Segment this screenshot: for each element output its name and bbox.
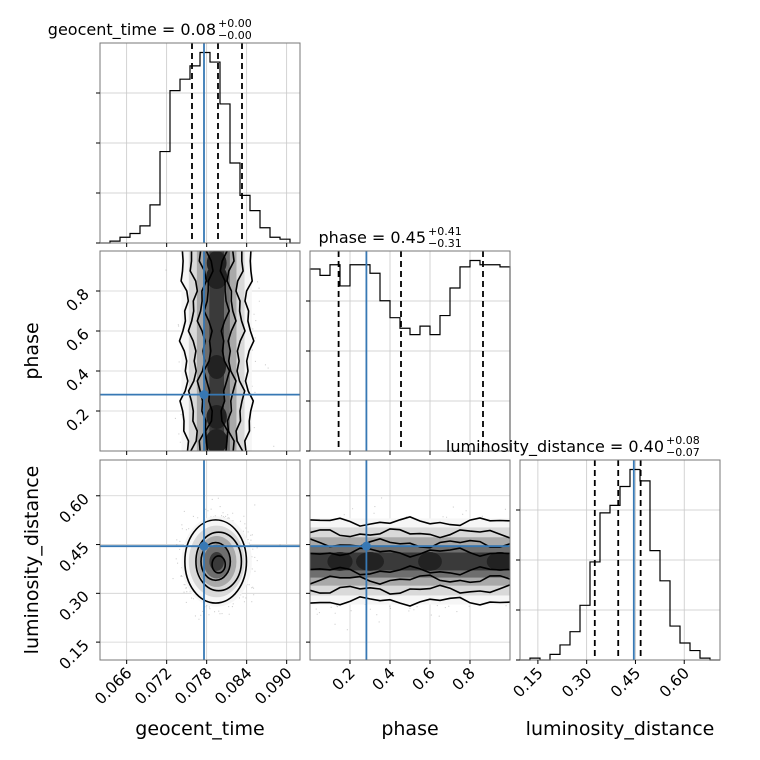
y-axis-label-luminosity_distance: luminosity_distance [21,466,43,655]
y-tick-label-phase: 0.8 [63,285,93,315]
density-panel-geocent_time-luminosity_distance [96,459,301,664]
density-panel-geocent_time-phase [96,250,301,455]
contour-line-3 [310,547,510,558]
x-tick-label-geocent_time: 0.078 [171,664,215,708]
title-upper-error: +0.00 [218,17,252,30]
density-content [100,251,300,451]
panel-frame [309,459,511,661]
hist-panel-phase: phase = 0.45 +0.41−0.31 [306,225,511,455]
y-tick-label-luminosity_distance: 0.30 [56,587,93,624]
histogram-phase [309,259,511,451]
title-text: phase = 0.45 [319,228,426,247]
contour-line-3 [310,565,510,576]
contour-line-0 [243,251,255,451]
panel-frame [99,459,301,661]
contour-line-2 [310,537,510,549]
histogram-luminosity_distance [520,468,720,661]
x-tick-label-phase: 0.4 [369,664,399,694]
contour-line-3 [219,251,231,451]
density-content [100,460,300,660]
density-peak [327,552,353,571]
panel-title-phase: phase = 0.45 +0.41−0.31 [319,225,462,250]
truth-marker [361,541,371,551]
density-peak [356,552,384,571]
y-tick-label-phase: 0.2 [63,405,93,435]
contour-line-1 [310,528,510,539]
truth-marker [199,541,209,551]
x-tick-label-phase: 0.8 [449,664,479,694]
density-content [310,460,510,660]
x-tick-label-geocent_time: 0.066 [91,664,135,708]
title-text: luminosity_distance = 0.40 [446,437,664,457]
density-peak [206,251,227,275]
contour-line-1 [187,251,199,451]
contour-line-1 [195,531,243,592]
panel-frame [99,250,301,452]
title-lower-error: −0.07 [666,446,700,459]
title-lower-error: −0.31 [428,237,462,250]
hist-panel-luminosity_distance: luminosity_distance = 0.40 +0.08−0.07 [446,434,721,664]
contour-line-3 [211,555,227,574]
contour-line-3 [202,251,214,451]
histogram-geocent_time [100,51,300,244]
y-tick-label-luminosity_distance: 0.15 [56,636,93,673]
panel-title-geocent_time: geocent_time = 0.08 +0.00−0.00 [48,17,252,42]
x-axis-label-phase: phase [381,718,438,740]
y-tick-label-luminosity_distance: 0.45 [56,539,93,576]
x-tick-label-phase: 0.6 [409,664,439,694]
contour-line-2 [310,574,510,585]
x-tick-label-geocent_time: 0.072 [131,664,175,708]
contour-line-0 [310,516,510,527]
x-tick-label-phase: 0.2 [329,664,359,694]
contour-line-2 [226,251,237,451]
truth-marker [199,390,209,400]
density-peak [418,552,442,571]
panel-title-luminosity_distance: luminosity_distance = 0.40 +0.08−0.07 [446,434,700,459]
y-tick-label-phase: 0.4 [63,365,93,395]
title-lower-error: −0.00 [218,29,252,42]
density-region-4 [209,552,224,571]
contour-line-0 [310,595,510,607]
contour-line-0 [178,251,190,451]
hist-panel-geocent_time: geocent_time = 0.08 +0.00−0.00 [48,17,301,247]
density-band-4 [209,251,224,451]
density-peak [486,552,510,571]
x-tick-label-luminosity_distance: 0.45 [607,664,644,701]
contour-line-0 [184,519,248,604]
title-upper-error: +0.41 [428,225,462,238]
x-axis-label-geocent_time: geocent_time [135,718,264,740]
density-peak [205,429,228,451]
title-text: geocent_time = 0.08 [48,20,216,40]
contour-line-2 [200,541,232,582]
x-tick-label-geocent_time: 0.090 [251,664,295,708]
density-panel-phase-luminosity_distance [306,459,511,664]
density-peak [207,355,227,379]
x-tick-label-luminosity_distance: 0.60 [656,664,693,701]
x-tick-label-luminosity_distance: 0.30 [558,664,595,701]
y-tick-label-luminosity_distance: 0.60 [56,490,93,527]
contour-line-1 [310,584,510,595]
x-tick-label-geocent_time: 0.084 [211,664,255,708]
contour-line-1 [235,251,246,451]
x-axis-label-luminosity_distance: luminosity_distance [526,718,715,740]
title-upper-error: +0.08 [666,434,700,447]
y-axis-label-phase: phase [21,322,43,379]
y-tick-label-phase: 0.6 [63,325,93,355]
x-tick-label-luminosity_distance: 0.15 [510,664,547,701]
